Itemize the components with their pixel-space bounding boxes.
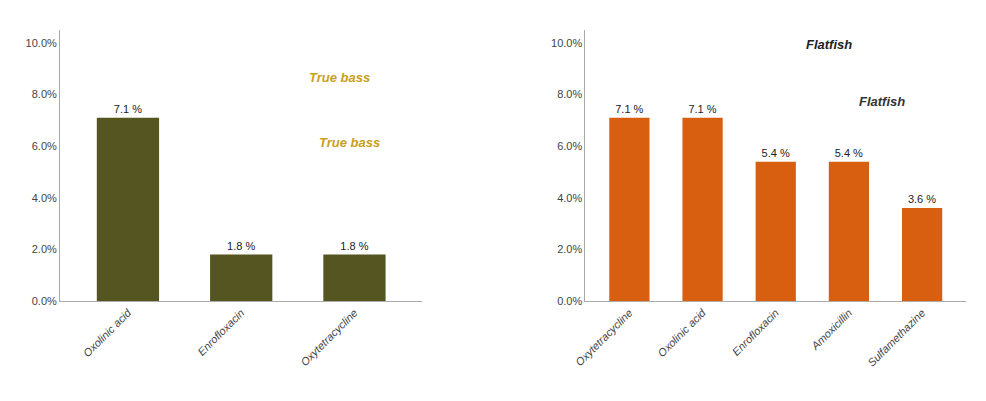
svg-text:2.0%: 2.0% — [557, 243, 582, 255]
svg-text:Oxytetracycline: Oxytetracycline — [298, 307, 360, 369]
svg-text:0.0%: 0.0% — [557, 295, 582, 307]
svg-text:True bass: True bass — [319, 135, 380, 150]
svg-text:1.8 %: 1.8 % — [227, 240, 255, 252]
svg-text:7.1 %: 7.1 % — [114, 103, 142, 115]
svg-text:6.0%: 6.0% — [32, 140, 57, 152]
svg-text:3.6 %: 3.6 % — [908, 193, 936, 205]
svg-text:0.0%: 0.0% — [32, 295, 57, 307]
svg-text:Amoxicillin: Amoxicillin — [808, 307, 854, 353]
svg-text:Flatfish: Flatfish — [806, 37, 852, 52]
svg-text:6.0%: 6.0% — [557, 140, 582, 152]
svg-text:True bass: True bass — [309, 70, 370, 85]
svg-text:Oxytetracycline: Oxytetracycline — [573, 307, 635, 369]
svg-text:Enrofloxacin: Enrofloxacin — [195, 307, 246, 358]
svg-text:1.8 %: 1.8 % — [340, 240, 368, 252]
svg-text:Oxolinic acid: Oxolinic acid — [81, 306, 134, 359]
svg-text:10.0%: 10.0% — [551, 37, 582, 49]
svg-text:Oxolinic acid: Oxolinic acid — [655, 306, 708, 359]
svg-text:5.4 %: 5.4 % — [835, 147, 863, 159]
svg-text:4.0%: 4.0% — [32, 192, 57, 204]
svg-text:8.0%: 8.0% — [557, 88, 582, 100]
svg-text:Sulfamethazine: Sulfamethazine — [865, 307, 927, 369]
svg-text:8.0%: 8.0% — [32, 88, 57, 100]
svg-text:7.1 %: 7.1 % — [615, 103, 643, 115]
svg-text:2.0%: 2.0% — [32, 243, 57, 255]
svg-text:4.0%: 4.0% — [557, 192, 582, 204]
svg-text:Enrofloxacin: Enrofloxacin — [730, 307, 781, 358]
svg-text:10.0%: 10.0% — [26, 37, 57, 49]
svg-text:7.1 %: 7.1 % — [688, 103, 716, 115]
svg-text:5.4 %: 5.4 % — [762, 147, 790, 159]
svg-text:Flatfish: Flatfish — [859, 94, 905, 109]
